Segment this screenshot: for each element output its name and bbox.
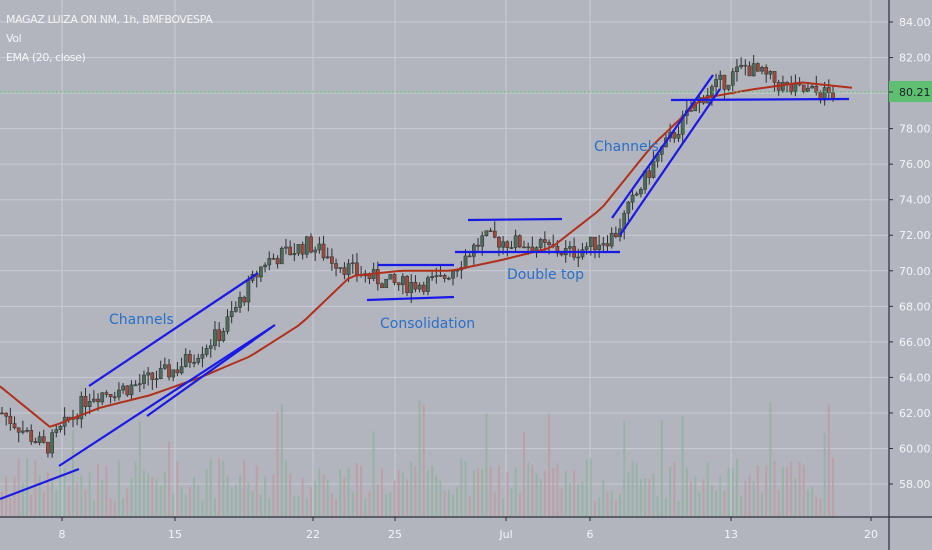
volume-bars — [1, 400, 834, 517]
time-tick-label: 6 — [587, 528, 594, 541]
price-tick-label: 58.00 — [899, 478, 931, 491]
trendline[interactable] — [0, 467, 80, 501]
price-tick-label: 64.00 — [899, 371, 931, 384]
price-tick-label: 72.00 — [899, 229, 931, 242]
annotations: Channels Consolidation Double top Channels — [109, 139, 659, 332]
volume-indicator-label[interactable]: Vol — [6, 32, 22, 45]
time-tick-label: 15 — [168, 528, 182, 541]
trendline[interactable] — [58, 324, 276, 467]
last-price-badge: 80.21 — [889, 81, 932, 102]
annotation-label[interactable]: Double top — [507, 267, 584, 283]
candlesticks — [0, 54, 835, 458]
annotation-label[interactable]: Consolidation — [380, 316, 475, 332]
price-tick-label: 70.00 — [899, 265, 931, 278]
symbol-title[interactable]: MAGAZ LUIZA ON NM, 1h, BMFBOVESPA — [6, 13, 213, 26]
price-tick-label: 60.00 — [899, 442, 931, 455]
time-tick-label: 25 — [388, 528, 402, 541]
last-price-label: 80.21 — [899, 86, 931, 99]
chart-legend: MAGAZ LUIZA ON NM, 1h, BMFBOVESPA Vol EM… — [6, 10, 213, 67]
price-tick-label: 76.00 — [899, 158, 931, 171]
time-axis[interactable]: 8 15 22 25 Jul 6 13 20 — [59, 517, 879, 541]
time-tick-label: 20 — [864, 528, 878, 541]
ema-line — [0, 81, 853, 428]
time-tick-label: 22 — [306, 528, 320, 541]
trendline[interactable] — [670, 97, 850, 102]
ema-indicator-label[interactable]: EMA (20, close) — [6, 51, 86, 64]
grid-lines — [0, 0, 889, 517]
trendline[interactable] — [146, 326, 273, 417]
annotation-label[interactable]: Channels — [594, 139, 659, 155]
price-tick-label: 84.00 — [899, 16, 931, 29]
time-tick-label: Jul — [498, 528, 512, 541]
price-tick-label: 78.00 — [899, 123, 931, 136]
price-tick-label: 82.00 — [899, 52, 931, 65]
price-axis[interactable]: 84.00 82.00 78.00 76.00 74.00 72.00 70.00 68.00… — [889, 16, 931, 491]
trendlines[interactable] — [0, 74, 850, 501]
annotation-label[interactable]: Channels — [109, 312, 174, 328]
trendline[interactable] — [619, 88, 721, 236]
time-tick-label: 13 — [724, 528, 738, 541]
price-tick-label: 68.00 — [899, 300, 931, 313]
price-tick-label: 66.00 — [899, 336, 931, 349]
price-tick-label: 62.00 — [899, 407, 931, 420]
trendline[interactable] — [366, 295, 455, 302]
price-tick-label: 74.00 — [899, 194, 931, 207]
time-tick-label: 8 — [59, 528, 66, 541]
trendline[interactable] — [467, 217, 563, 222]
trendline[interactable] — [88, 272, 259, 387]
